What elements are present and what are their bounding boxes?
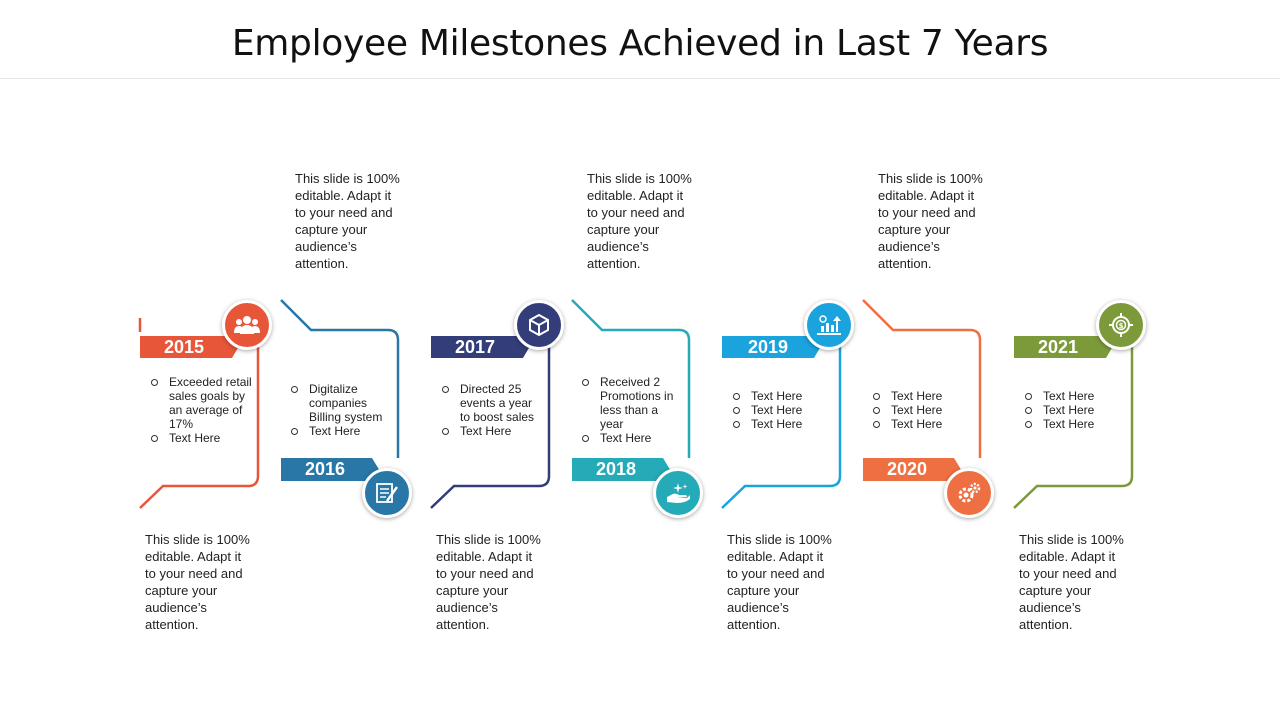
- blurb-2016: This slide is 100% editable. Adapt it to…: [295, 171, 400, 271]
- list-item: Text Here: [872, 403, 972, 417]
- list-item: Text Here: [732, 417, 832, 431]
- list-item: Text Here: [441, 424, 543, 438]
- year-label-2016: 2016: [304, 459, 346, 479]
- list-item: Directed 25 events a year to boost sales: [441, 382, 543, 424]
- list-item: Text Here: [290, 424, 390, 438]
- year-banner-2021: [1014, 336, 1119, 358]
- list-item: Text Here: [872, 389, 972, 403]
- blurb-2018: This slide is 100% editable. Adapt it to…: [587, 171, 692, 271]
- milestone-list-2017: Directed 25 events a year to boost sales…: [441, 382, 543, 438]
- year-banner-2019: [722, 336, 827, 358]
- box-icon: [514, 300, 564, 350]
- list-item: Digitalize companies Billing system: [290, 382, 390, 424]
- year-label-2018: 2018: [595, 459, 637, 479]
- list-item: Text Here: [732, 403, 832, 417]
- blurb-2015: This slide is 100% editable. Adapt it to…: [145, 532, 250, 632]
- card-outline-2019: [721, 332, 842, 509]
- milestone-list-2021: Text Here Text Here Text Here: [1024, 389, 1124, 431]
- list-item: Text Here: [150, 431, 254, 445]
- target-dollar-icon: $: [1096, 300, 1146, 350]
- growth-chart-icon: [804, 300, 854, 350]
- year-label-2021: 2021: [1037, 337, 1079, 357]
- card-outline-2015: [138, 318, 260, 509]
- year-label-2017: 2017: [454, 337, 496, 357]
- year-banner-2017: [431, 336, 536, 358]
- list-item: Exceeded retail sales goals by an averag…: [150, 375, 254, 431]
- year-label-2020: 2020: [886, 459, 928, 479]
- list-item: Text Here: [1024, 417, 1124, 431]
- card-outline-2017: [430, 332, 551, 509]
- list-item: Text Here: [732, 389, 832, 403]
- year-banner-2018: [572, 458, 677, 481]
- card-outline-2020: [862, 299, 982, 458]
- hand-sparkle-icon: [653, 468, 703, 518]
- list-item: Text Here: [581, 431, 683, 445]
- list-item: Text Here: [1024, 403, 1124, 417]
- blurb-2021: This slide is 100% editable. Adapt it to…: [1019, 532, 1124, 632]
- year-label-2015: 2015: [163, 337, 205, 357]
- blurb-2017: This slide is 100% editable. Adapt it to…: [436, 532, 541, 632]
- year-banner-2015: [140, 336, 245, 358]
- document-pen-icon: [362, 468, 412, 518]
- list-item: Text Here: [872, 417, 972, 431]
- milestone-list-2020: Text Here Text Here Text Here: [872, 389, 972, 431]
- card-outline-2016: [280, 299, 400, 458]
- milestone-list-2015: Exceeded retail sales goals by an averag…: [150, 375, 254, 445]
- year-label-2019: 2019: [747, 337, 789, 357]
- year-banner-2020: [863, 458, 968, 481]
- card-outline-2018: [571, 299, 691, 458]
- card-outline-2021: [1013, 332, 1134, 509]
- gears-icon: [944, 468, 994, 518]
- milestone-list-2019: Text Here Text Here Text Here: [732, 389, 832, 431]
- milestone-list-2018: Received 2 Promotions in less than a yea…: [581, 375, 683, 445]
- list-item: Text Here: [1024, 389, 1124, 403]
- blurb-2020: This slide is 100% editable. Adapt it to…: [878, 171, 983, 271]
- team-icon: [222, 300, 272, 350]
- blurb-2019: This slide is 100% editable. Adapt it to…: [727, 532, 832, 632]
- svg-text:$: $: [1119, 322, 1124, 330]
- slide-title: Employee Milestones Achieved in Last 7 Y…: [0, 0, 1280, 79]
- milestone-list-2016: Digitalize companies Billing system Text…: [290, 382, 390, 438]
- year-banner-2016: [281, 458, 386, 481]
- list-item: Received 2 Promotions in less than a yea…: [581, 375, 683, 431]
